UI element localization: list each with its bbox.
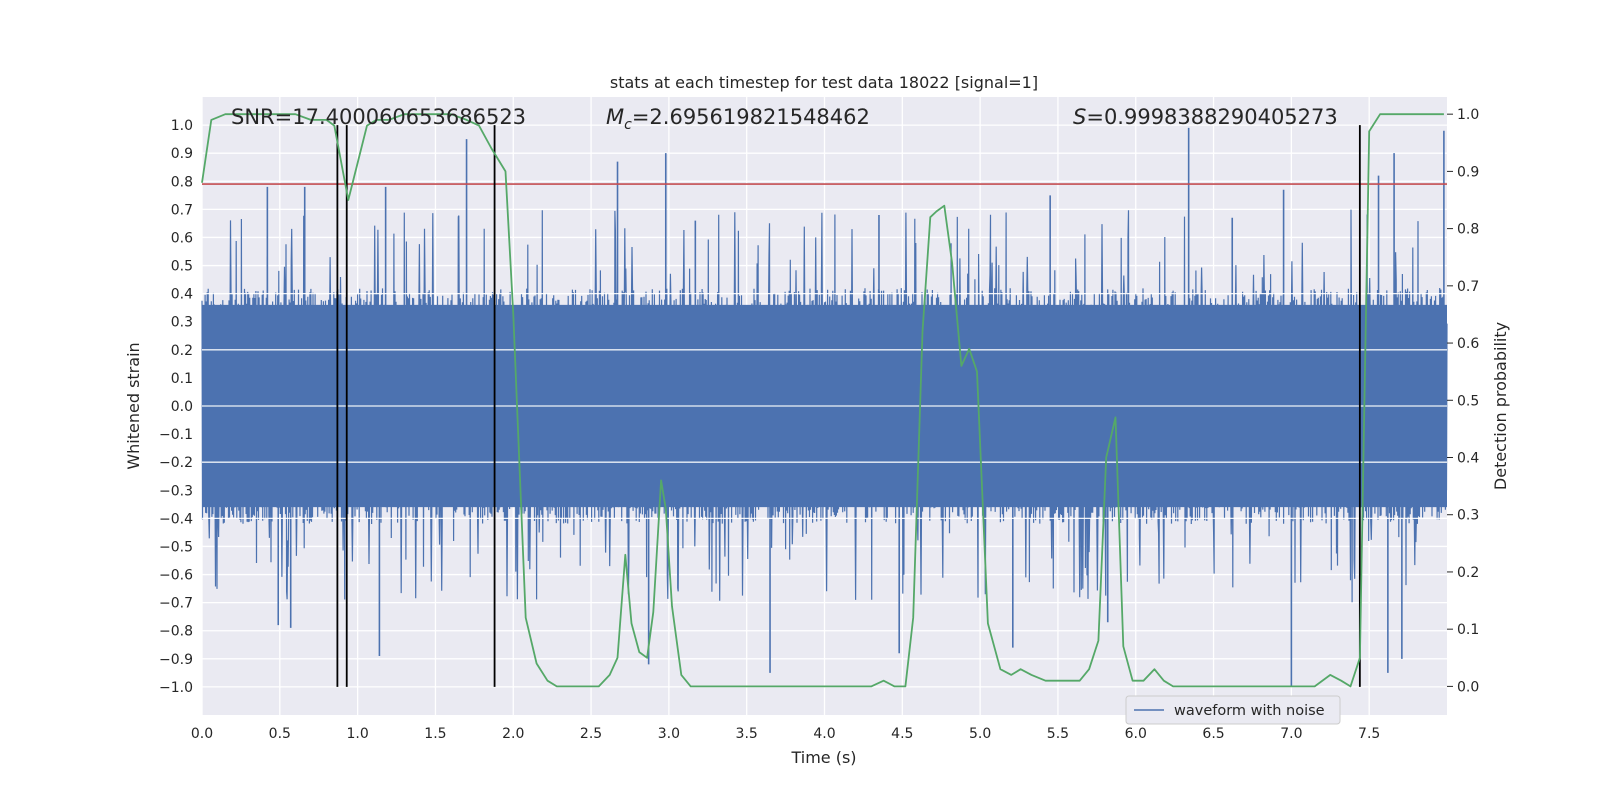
y-tick-label: −0.1 — [159, 427, 193, 443]
x-tick-label: 0.5 — [269, 726, 291, 742]
y-tick-label: −0.8 — [159, 624, 193, 640]
y2-axis-ticks: 0.0 0.1 0.2 0.3 0.4 0.5 0.6 0.7 0.8 0.9 1.0 — [1447, 107, 1479, 695]
waveform-series — [201, 127, 1448, 687]
mc-value: =2.695619821548462 — [632, 105, 870, 129]
y2-tick-label: 0.1 — [1457, 622, 1479, 638]
y-tick-label: −0.3 — [159, 483, 193, 499]
y-tick-label: 0.5 — [171, 259, 193, 275]
y-tick-label: 0.9 — [171, 146, 193, 162]
chart-title: stats at each timestep for test data 180… — [610, 73, 1038, 92]
y-tick-label: 1.0 — [171, 118, 193, 134]
y2-tick-label: 0.5 — [1457, 393, 1479, 409]
x-tick-label: 0.0 — [191, 726, 213, 742]
x-tick-label: 4.5 — [891, 726, 913, 742]
y2-tick-label: 0.8 — [1457, 222, 1479, 238]
x-tick-label: 3.0 — [658, 726, 680, 742]
x-tick-label: 5.0 — [969, 726, 991, 742]
y2-tick-label: 0.3 — [1457, 508, 1479, 524]
y-tick-label: 0.4 — [171, 287, 193, 303]
y2-tick-label: 0.2 — [1457, 565, 1479, 581]
y2-tick-label: 0.6 — [1457, 336, 1479, 352]
x-tick-label: 1.0 — [346, 726, 368, 742]
s-value: =0.9998388290405273 — [1086, 105, 1337, 129]
legend-entry: waveform with noise — [1174, 703, 1325, 719]
y2-tick-label: 0.4 — [1457, 451, 1479, 467]
y-tick-label: −0.6 — [159, 568, 193, 584]
y-tick-label: −0.4 — [159, 511, 193, 527]
x-tick-label: 1.5 — [424, 726, 446, 742]
y-tick-label: −0.2 — [159, 455, 193, 471]
mc-annotation: Mc=2.695619821548462 — [606, 105, 870, 133]
y-tick-label: −0.7 — [159, 596, 193, 612]
y-tick-label: 0.8 — [171, 174, 193, 190]
legend: waveform with noise — [1125, 695, 1341, 725]
y-tick-label: 0.3 — [171, 315, 193, 331]
probability-series — [201, 113, 1444, 688]
mc-symbol: M — [606, 105, 624, 129]
y-tick-label: −0.9 — [159, 652, 193, 668]
y-axis-label: Whitened strain — [124, 342, 143, 469]
x-tick-label: 6.0 — [1125, 726, 1147, 742]
y-tick-label: −1.0 — [159, 680, 193, 696]
y-tick-label: 0.2 — [171, 343, 193, 359]
y2-tick-label: 1.0 — [1457, 107, 1479, 123]
x-tick-label: 5.5 — [1047, 726, 1069, 742]
y-tick-label: 0.1 — [171, 371, 193, 387]
y-axis-ticks: −1.0 −0.9 −0.8 −0.7 −0.6 −0.5 −0.4 −0.3 −0.2 −0.1… — [159, 118, 193, 696]
y2-tick-label: 0.7 — [1457, 279, 1479, 295]
x-tick-label: 2.5 — [580, 726, 602, 742]
x-tick-label: 6.5 — [1202, 726, 1224, 742]
y-tick-label: 0.7 — [171, 202, 193, 218]
s-symbol: S — [1073, 105, 1086, 129]
s-annotation: S=0.9998388290405273 — [1073, 105, 1338, 129]
x-axis-label: Time (s) — [790, 748, 856, 767]
probability-line — [201, 113, 1444, 688]
vertical-markers — [336, 125, 1361, 687]
y-tick-label: 0.0 — [171, 399, 193, 415]
x-tick-label: 2.0 — [502, 726, 524, 742]
x-tick-label: 7.0 — [1280, 726, 1302, 742]
y2-tick-label: 0.9 — [1457, 164, 1479, 180]
mc-subscript: c — [624, 117, 632, 133]
x-tick-label: 7.5 — [1358, 726, 1380, 742]
y-tick-label: −0.5 — [159, 539, 193, 555]
x-tick-label: 3.5 — [736, 726, 758, 742]
x-tick-label: 4.0 — [813, 726, 835, 742]
y-tick-label: 0.6 — [171, 230, 193, 246]
y2-tick-label: 0.0 — [1457, 679, 1479, 695]
x-axis-ticks: 0.0 0.5 1.0 1.5 2.0 2.5 3.0 3.5 4.0 4.5 5.0 5.5 6.0 6… — [191, 726, 1380, 742]
snr-annotation: SNR=17.400060653686523 — [231, 105, 526, 129]
legend-box — [1125, 695, 1341, 725]
y2-axis-label: Detection probability — [1491, 322, 1510, 490]
